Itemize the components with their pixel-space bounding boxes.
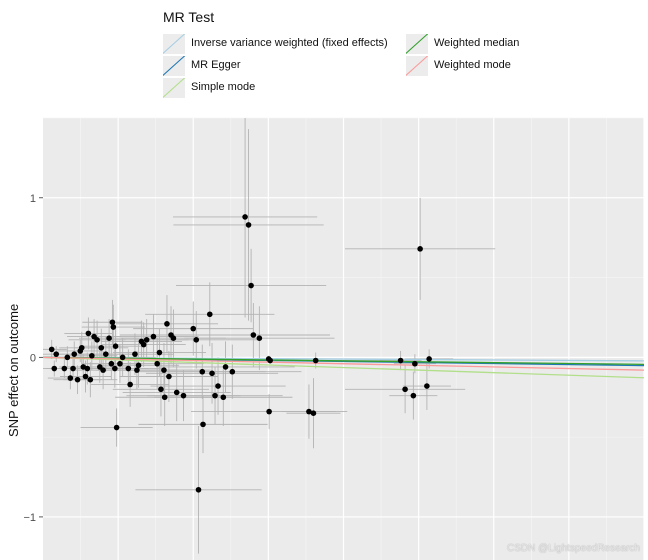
data-point	[78, 344, 85, 351]
data-point	[222, 364, 229, 370]
y-axis-label: SNP effect on outcome	[6, 303, 21, 437]
regression-line	[43, 356, 644, 371]
data-point	[215, 383, 221, 389]
legend-label-simple-mode: Simple mode	[191, 81, 256, 93]
data-point	[417, 246, 423, 252]
data-point	[397, 357, 404, 364]
data-point	[402, 386, 408, 393]
watermark: CSDN @LightspeedResearch	[507, 543, 640, 554]
data-point	[70, 365, 76, 372]
data-point	[53, 351, 60, 357]
data-point	[82, 373, 89, 380]
data-point	[61, 365, 68, 372]
data-point	[229, 368, 236, 375]
data-point	[132, 351, 138, 357]
data-point	[306, 408, 312, 415]
data-point	[140, 341, 147, 348]
data-point	[127, 381, 133, 388]
data-point	[150, 333, 157, 340]
data-point	[256, 335, 263, 342]
data-point	[170, 335, 177, 342]
data-point	[103, 351, 109, 357]
data-point	[84, 365, 91, 372]
legend-key-weighted-median	[406, 34, 428, 54]
data-point	[158, 386, 164, 393]
legend: MR Test Inverse variance weighted (fixed…	[0, 0, 648, 110]
data-point	[166, 373, 172, 380]
data-point	[242, 214, 248, 220]
data-point	[310, 410, 317, 416]
data-point	[135, 362, 142, 369]
data-point	[161, 394, 168, 401]
data-point	[100, 367, 106, 373]
data-point	[64, 354, 71, 361]
data-point	[220, 394, 227, 401]
data-point	[200, 421, 206, 428]
y-tick-label: 1	[30, 193, 36, 205]
data-point	[312, 357, 319, 364]
y-tick-label: 0	[30, 352, 36, 364]
data-point	[248, 282, 254, 289]
data-point	[424, 383, 430, 389]
data-point	[199, 368, 206, 375]
data-point	[67, 375, 74, 381]
data-point	[143, 336, 150, 343]
data-point	[98, 344, 105, 351]
data-point	[250, 332, 257, 338]
data-point	[410, 392, 417, 399]
legend-key-weighted-mode	[406, 56, 428, 76]
data-point	[74, 376, 81, 383]
data-point	[89, 352, 95, 359]
data-point	[426, 356, 432, 362]
regression-line	[43, 356, 644, 366]
data-point	[154, 360, 160, 367]
data-point	[173, 389, 180, 396]
data-point	[412, 360, 418, 367]
regression-line	[43, 356, 644, 379]
legend-title: MR Test	[163, 9, 215, 25]
data-point	[48, 346, 55, 353]
data-point	[267, 357, 273, 364]
legend-key-simple-mode	[163, 78, 185, 98]
data-point	[212, 392, 218, 399]
data-point	[106, 335, 112, 342]
data-point	[94, 336, 100, 343]
data-point	[119, 354, 126, 361]
data-point	[266, 408, 272, 415]
data-point	[156, 349, 163, 356]
data-point	[110, 324, 117, 330]
y-tick-label: −1	[23, 512, 36, 524]
data-point	[190, 325, 197, 332]
data-point	[71, 351, 78, 357]
data-point	[109, 319, 116, 326]
legend-label-weighted-mode: Weighted mode	[434, 59, 511, 71]
data-point	[112, 343, 119, 349]
data-point	[195, 486, 202, 493]
data-point	[206, 311, 213, 318]
data-point	[113, 424, 120, 431]
data-point	[164, 321, 170, 327]
data-point	[51, 365, 58, 372]
data-point	[85, 330, 92, 337]
data-point	[193, 336, 200, 343]
legend-label-ivw: Inverse variance weighted (fixed effects…	[191, 37, 388, 49]
data-point	[134, 367, 140, 373]
legend-label-mr-egger: MR Egger	[191, 59, 241, 71]
data-point	[117, 360, 123, 367]
plot-content	[43, 118, 644, 554]
data-point	[125, 365, 132, 372]
data-point	[87, 376, 94, 383]
data-point	[209, 370, 215, 377]
data-point	[108, 360, 115, 367]
legend-key-mr-egger	[163, 56, 185, 76]
legend-key-ivw	[163, 34, 185, 54]
data-point	[245, 222, 252, 228]
data-point	[161, 367, 167, 373]
data-point	[180, 392, 187, 399]
data-point	[112, 365, 118, 372]
legend-label-weighted-median: Weighted median	[434, 37, 520, 49]
